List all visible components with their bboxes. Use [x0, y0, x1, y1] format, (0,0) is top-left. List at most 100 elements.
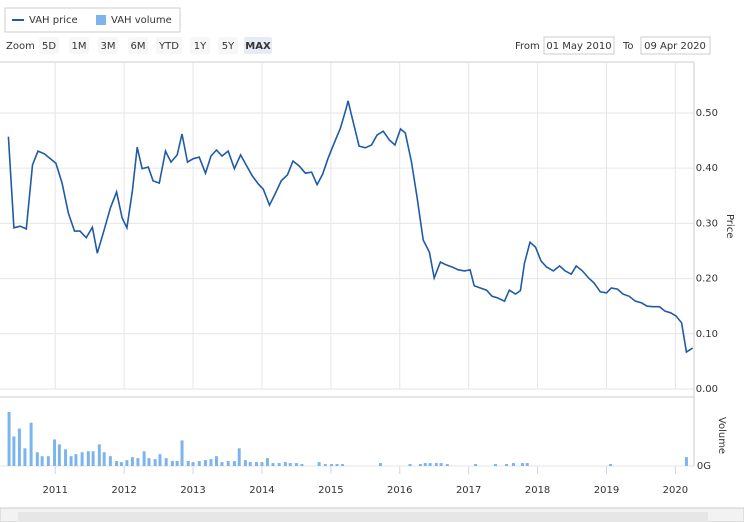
zoom-button[interactable]	[190, 37, 210, 54]
x-tick-label: 2015	[318, 485, 343, 496]
volume-bar	[378, 463, 382, 466]
volume-bar	[136, 458, 140, 466]
volume-bar	[474, 464, 478, 466]
from-date[interactable]: 01 May 2010	[546, 41, 611, 52]
zoom-button[interactable]	[98, 37, 118, 54]
volume-bar	[29, 422, 33, 466]
volume-bar	[115, 461, 119, 466]
volume-bar	[684, 457, 688, 466]
x-tick-label: 2013	[180, 485, 205, 496]
volume-bar	[511, 463, 515, 466]
volume-bar	[220, 462, 224, 466]
y-tick-label: 0.20	[696, 274, 718, 285]
volume-bar	[300, 464, 304, 466]
x-tick-label: 2016	[387, 485, 412, 496]
volume-bar	[102, 452, 106, 466]
volume-bar	[248, 462, 252, 466]
volume-bar	[164, 458, 168, 466]
volume-bar	[91, 451, 95, 466]
zoom-button[interactable]	[69, 37, 89, 54]
volume-bar	[434, 463, 438, 466]
volume-bar	[408, 464, 412, 466]
volume-bar	[505, 464, 509, 466]
volume-bar	[341, 464, 345, 466]
y-axis-title: Volume	[716, 417, 727, 454]
x-tick-label: 2014	[249, 485, 274, 496]
y-tick-label: 0.00	[696, 384, 718, 395]
x-tick-label: 2012	[111, 485, 136, 496]
volume-bar	[214, 456, 218, 466]
to-input[interactable]	[640, 36, 711, 55]
volume-bar	[520, 463, 524, 466]
volume-bar	[428, 463, 432, 466]
volume-bar	[423, 463, 427, 466]
volume-bar	[40, 456, 44, 466]
zoom-button-label[interactable]: YTD	[158, 41, 179, 52]
volume-bar	[53, 439, 57, 466]
zoom-button-label[interactable]: 1M	[72, 41, 87, 52]
y-tick-label: 0.40	[696, 163, 718, 174]
y-axis-title: Price	[724, 214, 735, 238]
zoom-button[interactable]	[128, 37, 148, 54]
volume-bar	[23, 448, 27, 466]
to-date[interactable]: 09 Apr 2020	[644, 41, 706, 52]
zoom-button[interactable]	[156, 37, 182, 54]
zoom-button-label[interactable]: 5D	[42, 41, 56, 52]
legend-bar-icon	[96, 15, 106, 25]
volume-bar	[277, 463, 281, 466]
to-label: To	[622, 41, 634, 52]
zoom-button-label[interactable]: MAX	[245, 41, 271, 52]
volume-bar	[335, 464, 339, 466]
volume-bar	[142, 451, 146, 466]
x-tick-label: 2019	[594, 485, 619, 496]
x-tick-label: 2017	[456, 485, 481, 496]
volume-bar	[203, 460, 207, 466]
volume-bar	[232, 461, 236, 466]
zoom-label: Zoom	[6, 41, 35, 52]
volume-bar	[418, 464, 422, 466]
zoom-button[interactable]	[244, 37, 272, 54]
x-tick-label: 2011	[43, 485, 68, 496]
volume-bar	[147, 458, 151, 466]
y-tick-label: 0.10	[696, 329, 718, 340]
volume-bar	[197, 461, 201, 466]
x-tick-label: 2020	[663, 485, 688, 496]
zoom-button-label[interactable]: 1Y	[194, 41, 207, 52]
volume-bar	[209, 459, 213, 466]
zoom-button-label[interactable]: 5Y	[222, 41, 235, 52]
volume-bar	[119, 462, 123, 466]
volume-bar	[323, 464, 327, 466]
zoom-button-label[interactable]: 3M	[101, 41, 116, 52]
volume-bar	[288, 463, 292, 466]
legend-box	[4, 7, 181, 33]
volume-bar	[46, 456, 50, 466]
volume-bar	[191, 462, 195, 466]
zoom-button-label[interactable]: 6M	[131, 41, 146, 52]
volume-bar	[330, 464, 334, 466]
from-input[interactable]	[543, 36, 615, 55]
navigator-scroller[interactable]	[18, 512, 708, 522]
volume-bar	[74, 454, 78, 466]
zoom-button[interactable]	[39, 37, 59, 54]
volume-bar	[125, 460, 129, 466]
volume-bar	[57, 444, 61, 466]
volume-bar	[494, 464, 498, 466]
volume-bar	[609, 464, 613, 466]
volume-bar	[158, 454, 162, 466]
volume-bar	[69, 456, 73, 466]
volume-bar	[254, 462, 258, 466]
y-tick-label: 0G	[697, 461, 711, 472]
volume-bar	[86, 451, 90, 466]
x-tick-label: 2018	[525, 485, 550, 496]
zoom-button[interactable]	[218, 37, 238, 54]
volume-bar	[243, 460, 247, 466]
volume-bar	[153, 459, 157, 466]
from-label: From	[515, 41, 540, 52]
volume-bar	[35, 452, 39, 466]
price-line	[7, 100, 694, 354]
volume-bar	[170, 461, 174, 466]
volume-bar	[180, 440, 184, 466]
volume-bar	[130, 457, 134, 466]
y-tick-label: 0.30	[696, 218, 718, 229]
